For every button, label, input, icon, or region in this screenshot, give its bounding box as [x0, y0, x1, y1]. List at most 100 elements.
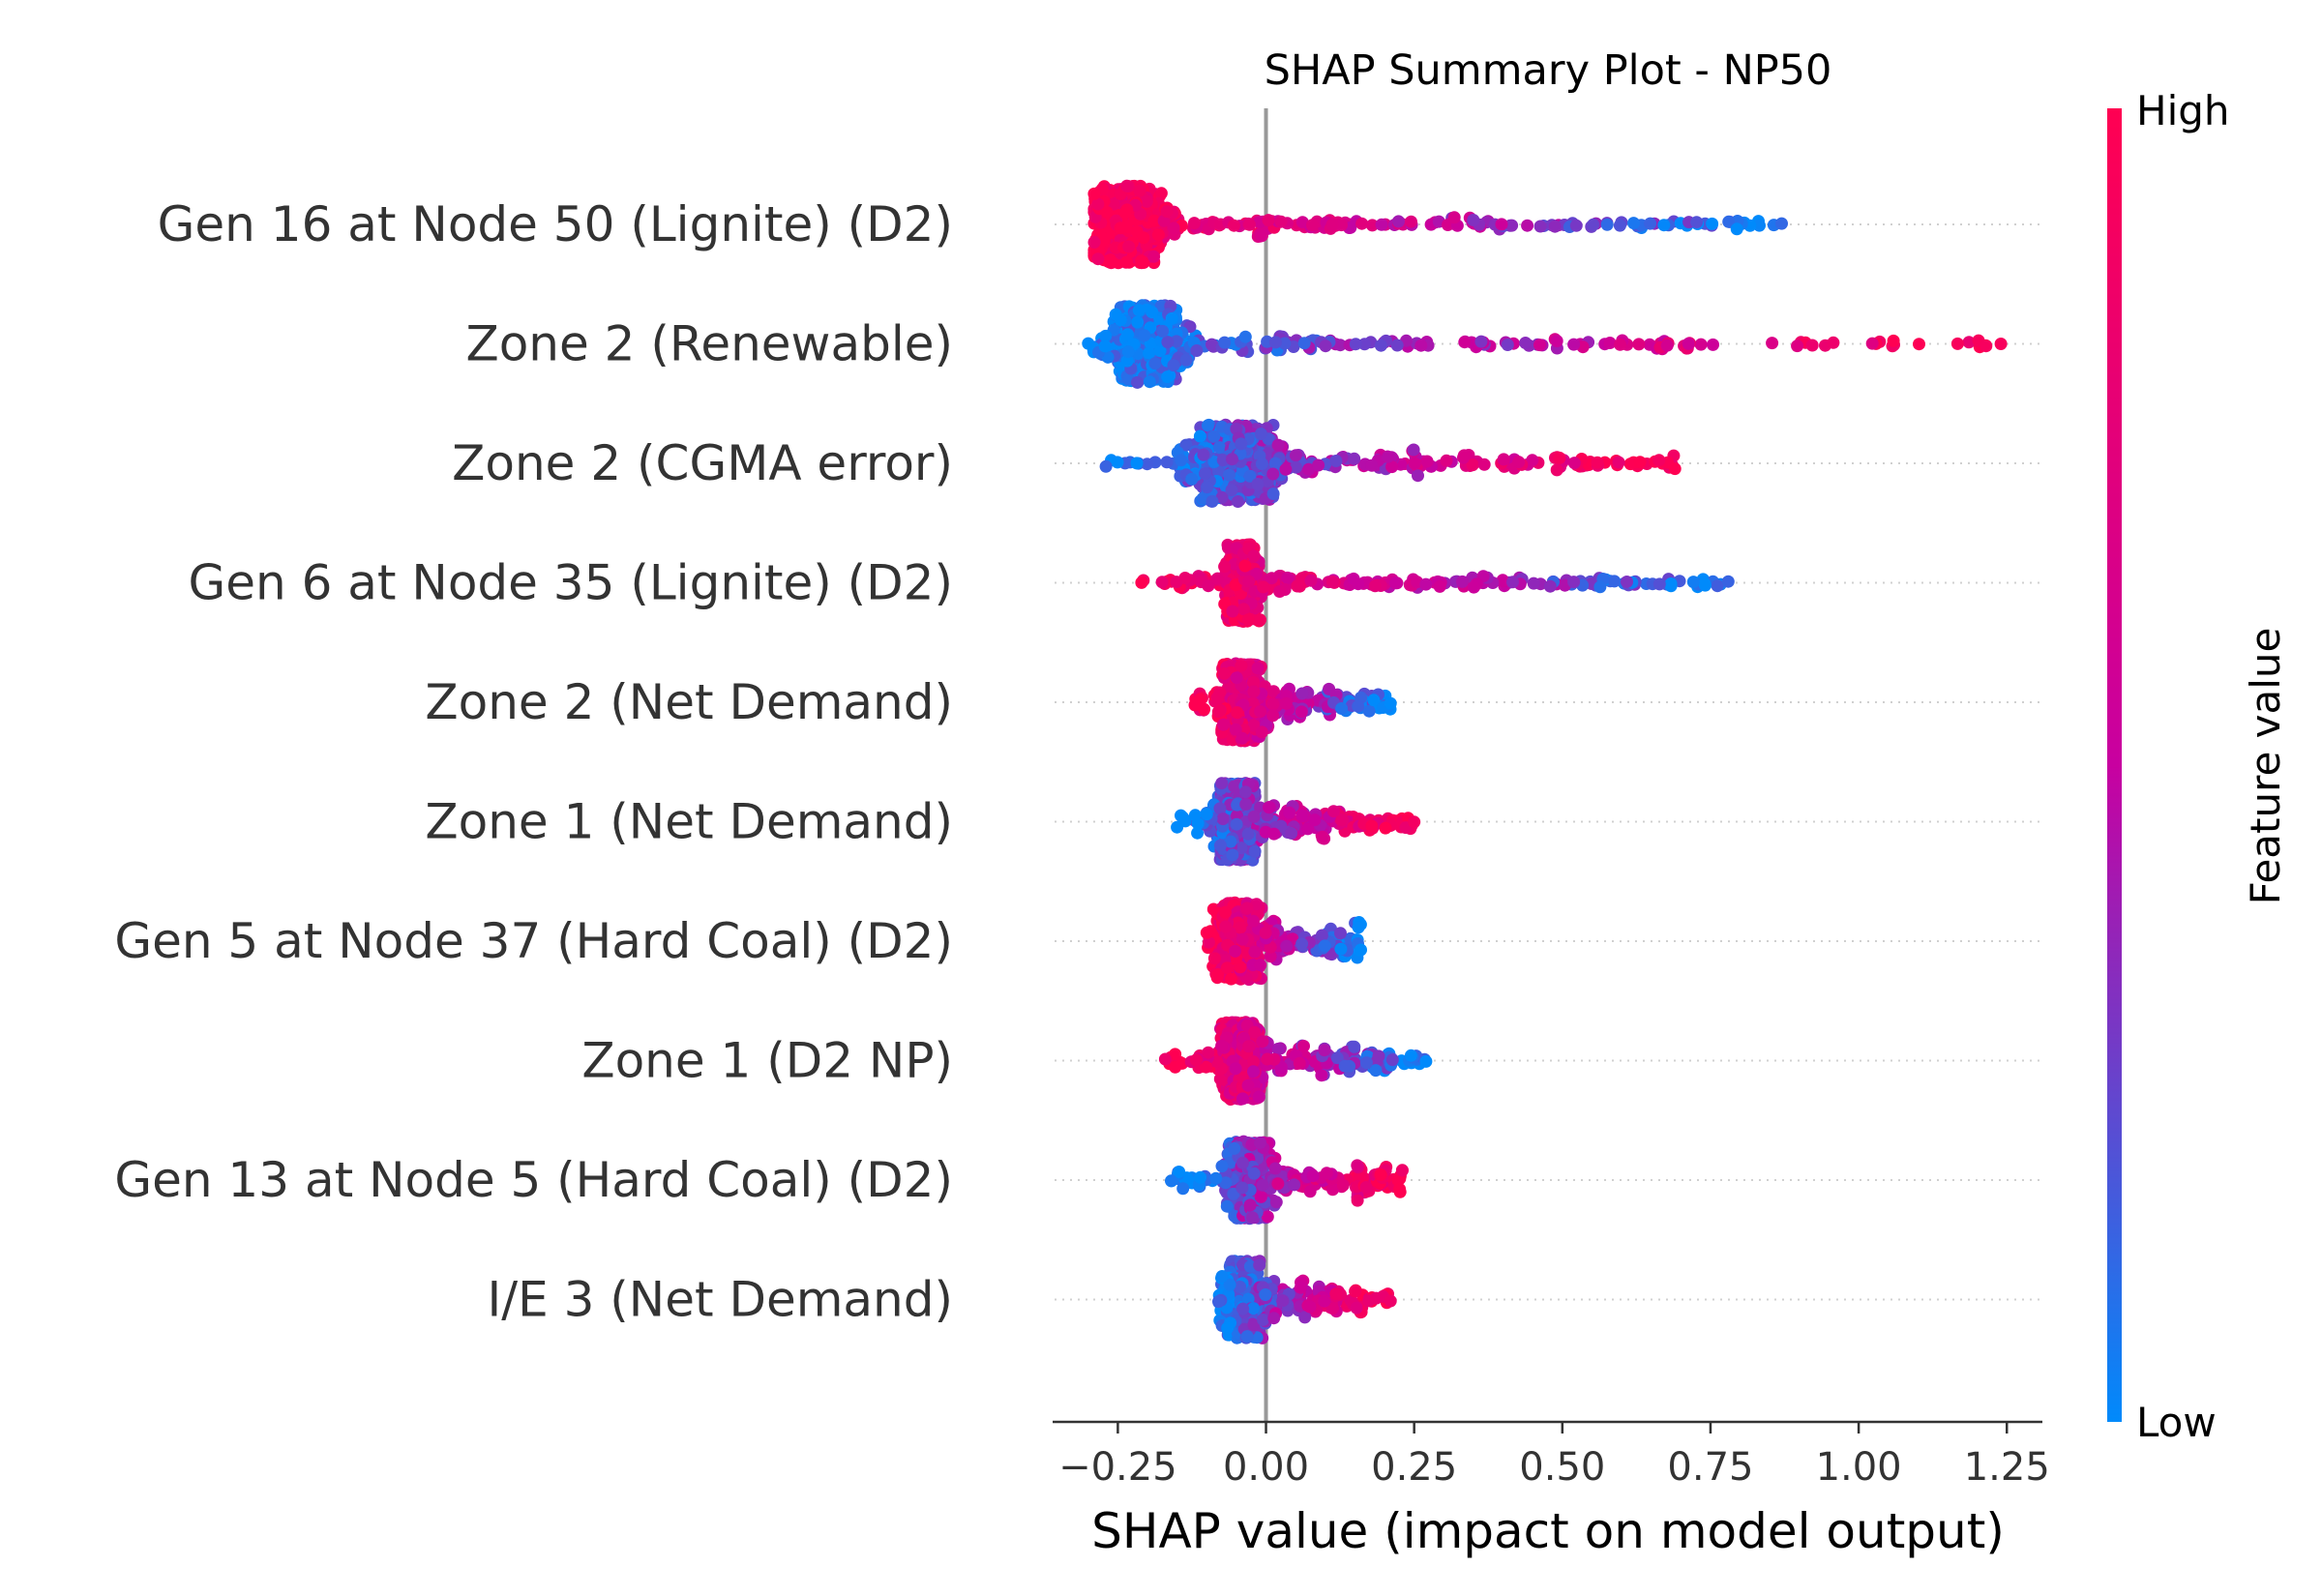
shap-point: [1133, 184, 1146, 197]
shap-point: [1334, 813, 1348, 826]
shap-point: [1365, 219, 1379, 232]
shap-point: [1229, 1062, 1242, 1076]
shap-point: [1548, 220, 1562, 233]
shap-point: [1248, 945, 1262, 959]
shap-point: [1289, 449, 1302, 462]
shap-point: [1087, 187, 1101, 200]
shap-point: [1135, 576, 1148, 589]
shap-point: [1238, 330, 1252, 343]
shap-point: [1285, 826, 1298, 840]
shap-point: [1254, 428, 1267, 440]
shap-point: [1082, 337, 1095, 350]
shap-point: [1274, 215, 1288, 228]
shap-point: [1550, 463, 1563, 477]
shap-point: [1146, 306, 1159, 319]
shap-point: [1156, 324, 1170, 338]
shap-point: [1087, 236, 1101, 249]
shap-point: [1104, 253, 1117, 267]
shap-point: [1456, 575, 1469, 588]
shap-point: [1229, 944, 1242, 958]
shap-point: [1154, 299, 1168, 312]
shap-point: [1553, 451, 1566, 464]
shap-point: [1392, 215, 1405, 228]
shap-point: [1143, 375, 1156, 389]
shap-point: [1419, 1054, 1433, 1068]
shap-point: [1543, 579, 1557, 593]
shap-point: [1348, 1040, 1361, 1053]
shap-point: [1213, 1073, 1227, 1085]
shap-point: [1368, 579, 1382, 593]
shap-point: [1202, 1046, 1215, 1059]
shap-point: [1200, 926, 1213, 939]
shap-point: [1362, 704, 1376, 718]
shap-point: [1091, 197, 1105, 211]
shap-point: [1519, 337, 1533, 349]
shap-point: [1230, 671, 1243, 685]
shap-point: [1267, 827, 1281, 841]
shap-point: [1266, 467, 1280, 481]
shap-point: [1213, 802, 1227, 815]
shap-point: [1962, 336, 1976, 349]
shap-point: [1248, 844, 1262, 858]
shap-point: [1235, 659, 1248, 672]
shap-point: [1633, 456, 1647, 469]
shap-point: [1374, 339, 1387, 352]
shap-point: [1587, 218, 1600, 231]
shap-point: [1246, 914, 1260, 928]
shap-point: [1118, 206, 1132, 220]
shap-point: [1686, 576, 1700, 589]
shap-point: [1407, 443, 1420, 457]
shap-point: [1419, 577, 1433, 591]
shap-point: [1264, 950, 1277, 963]
shap-point: [1200, 808, 1213, 821]
shap-point: [1315, 1069, 1328, 1082]
shap-point: [1660, 339, 1674, 352]
shap-point: [1140, 194, 1153, 208]
shap-point: [1151, 228, 1165, 242]
shap-point: [1154, 187, 1168, 200]
shap-point: [1235, 842, 1248, 855]
shap-point: [1283, 806, 1296, 819]
shap-point: [1753, 219, 1766, 232]
shap-point: [1621, 576, 1633, 588]
shap-point: [1390, 339, 1404, 352]
shap-point: [1179, 438, 1193, 452]
shap-point: [1354, 943, 1367, 957]
shap-point: [1497, 575, 1510, 588]
shap-point: [1147, 214, 1161, 227]
shap-point: [1191, 826, 1205, 840]
shap-point: [1241, 1079, 1255, 1092]
shap-point: [1121, 345, 1135, 359]
shap-point: [1474, 335, 1488, 348]
shap-point: [1207, 952, 1221, 965]
shap-point: [1627, 217, 1640, 230]
shap-point: [1458, 336, 1472, 349]
shap-point: [1247, 810, 1261, 823]
shap-point: [1335, 702, 1349, 715]
shap-point: [1302, 462, 1316, 476]
shap-point: [1138, 329, 1151, 342]
shap-point: [1365, 819, 1379, 833]
shap-point: [1775, 217, 1788, 230]
shap-point: [1325, 576, 1339, 588]
shap-point: [1119, 221, 1133, 234]
shap-point: [1385, 1053, 1399, 1067]
shap-point: [1266, 488, 1280, 500]
shap-point: [1297, 337, 1311, 350]
shap-point: [1266, 685, 1280, 698]
shap-point: [1994, 338, 2008, 350]
shap-point: [1805, 339, 1819, 352]
shap-point: [1308, 813, 1322, 827]
shap-point: [1533, 339, 1546, 352]
shap-point: [1255, 725, 1268, 739]
shap-point: [1242, 575, 1256, 588]
shap-point: [1226, 848, 1239, 862]
shap-point: [1265, 572, 1278, 585]
shap-point: [1257, 580, 1270, 594]
shap-point: [1521, 219, 1534, 232]
shap-point: [1608, 575, 1622, 588]
shap-point: [1254, 705, 1267, 719]
shap-point: [1224, 972, 1237, 986]
shap-point: [1255, 458, 1268, 470]
shap-point: [1652, 577, 1666, 591]
